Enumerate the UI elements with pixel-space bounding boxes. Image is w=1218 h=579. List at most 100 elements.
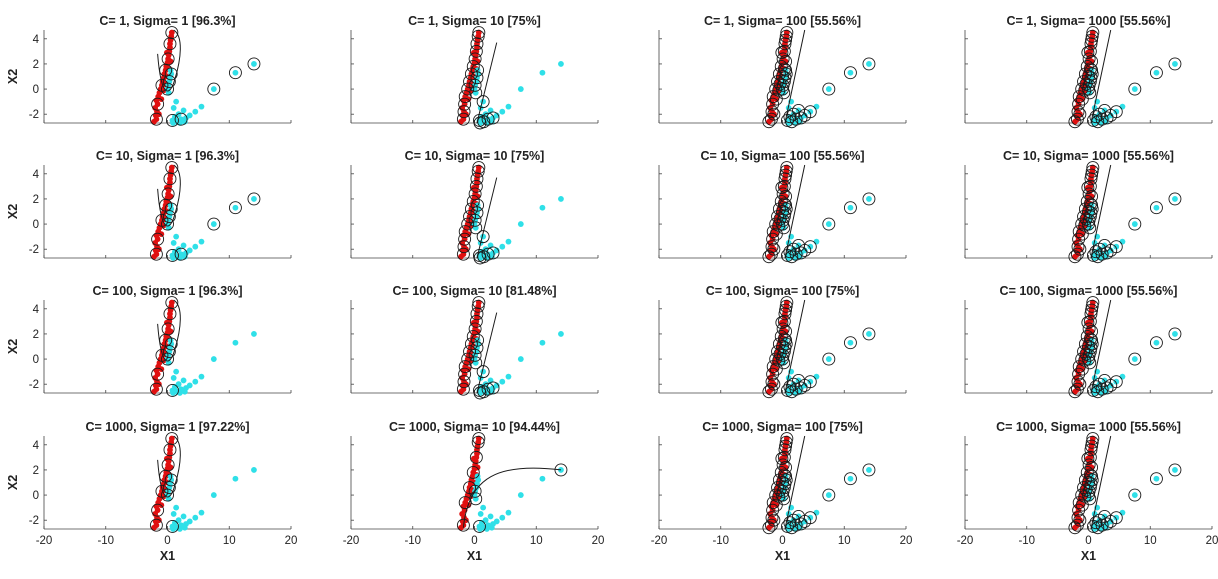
- subplot-panel: C= 100, Sigma= 1000 [55.56%]: [964, 284, 1213, 399]
- support-vector-ring: [843, 201, 857, 215]
- support-vector-ring: [149, 112, 163, 126]
- support-vector-ring: [794, 381, 808, 395]
- support-vector-ring: [794, 111, 808, 125]
- data-point-class-neg: [866, 61, 872, 67]
- support-vector-ring: [779, 202, 793, 216]
- support-vector-ring: [774, 59, 788, 73]
- data-point-class-neg: [186, 247, 193, 254]
- data-point-class-neg: [477, 526, 483, 532]
- data-point-class-neg: [232, 475, 239, 482]
- data-point-class-neg: [539, 339, 546, 346]
- support-vector-ring: [472, 432, 486, 445]
- support-vector-ring: [473, 386, 487, 400]
- data-point-class-neg: [1172, 61, 1178, 67]
- support-vector-ring: [779, 168, 793, 182]
- support-vector-ring: [476, 365, 490, 379]
- support-vector-ring: [803, 240, 817, 254]
- data-point-class-neg: [1131, 86, 1138, 92]
- data-point-class-neg: [173, 504, 180, 511]
- support-vector-ring: [1168, 192, 1182, 206]
- support-vector-ring: [554, 463, 568, 477]
- support-vector-ring: [1080, 329, 1094, 343]
- support-vector-ring: [1100, 246, 1114, 260]
- y-tick-label: 0: [33, 354, 39, 366]
- data-point-class-neg: [847, 339, 854, 346]
- subplot-panel: C= 1, Sigma= 1000 [55.56%]: [964, 14, 1213, 129]
- support-vector-ring: [165, 161, 179, 174]
- decision-boundary: [476, 177, 498, 259]
- support-vector-ring: [794, 246, 808, 260]
- x-tick-label: -20: [343, 535, 360, 547]
- y-tick-label: 2: [33, 329, 39, 341]
- support-vector-ring: [1149, 472, 1163, 486]
- y-tick-label: 4: [33, 440, 40, 452]
- support-vector-ring: [1081, 181, 1095, 195]
- data-point-class-pos: [168, 435, 175, 442]
- support-vector-ring: [777, 345, 791, 358]
- support-vector-ring: [1085, 439, 1099, 453]
- support-vector-ring: [767, 377, 781, 391]
- support-vector-ring: [1082, 70, 1095, 83]
- support-vector-ring: [777, 75, 791, 88]
- support-vector-ring: [165, 249, 179, 262]
- support-vector-ring: [1095, 247, 1109, 261]
- data-point-class-neg: [493, 382, 500, 389]
- data-point-class-neg: [181, 388, 188, 395]
- support-vector-ring: [1085, 333, 1099, 347]
- support-vector-ring: [762, 115, 776, 129]
- support-vector-ring: [457, 240, 471, 254]
- support-vector-ring: [472, 296, 486, 309]
- support-vector-ring: [779, 29, 793, 43]
- data-point-class-neg: [499, 108, 506, 115]
- decision-boundary: [1090, 164, 1112, 259]
- support-vector-ring: [1073, 242, 1087, 256]
- data-point-class-neg: [232, 204, 239, 211]
- support-vector-ring: [777, 332, 791, 346]
- data-point-class-neg: [1113, 514, 1120, 521]
- support-vector-ring: [777, 44, 791, 58]
- subplot-panel: C= 100, Sigma= 1 [96.3%] -2 0 2 4 X2: [6, 284, 292, 397]
- support-vector-ring: [469, 221, 483, 235]
- x-tick-label: 0: [471, 535, 477, 547]
- data-point-class-neg: [488, 524, 495, 531]
- x-tick-label: 10: [223, 535, 236, 547]
- data-point-class-neg: [210, 356, 217, 362]
- data-point-class-neg: [847, 204, 854, 211]
- support-vector-ring: [776, 476, 789, 489]
- support-vector-ring: [151, 232, 165, 246]
- data-point-class-neg: [517, 221, 524, 227]
- support-vector-ring: [165, 520, 179, 533]
- support-vector-ring: [1083, 314, 1097, 328]
- support-vector-ring: [1085, 67, 1099, 81]
- support-vector-ring: [779, 189, 793, 203]
- data-point-class-neg: [210, 86, 217, 92]
- subplot-panel: C= 1, Sigma= 100 [55.56%]: [658, 14, 907, 129]
- data-point-class-neg: [813, 509, 820, 516]
- support-vector-ring: [779, 67, 793, 81]
- support-vector-ring: [767, 107, 781, 121]
- data-point-class-neg: [499, 378, 506, 385]
- support-vector-ring: [1080, 59, 1094, 73]
- data-point-class-neg: [186, 518, 193, 525]
- support-vector-ring: [1073, 513, 1087, 527]
- support-vector-ring: [765, 375, 779, 389]
- support-vector-ring: [456, 112, 470, 126]
- subplot-title: C= 1000, Sigma= 1000 [55.56%]: [996, 420, 1181, 434]
- subplot-panel: C= 10, Sigma= 100 [55.56%]: [658, 149, 907, 264]
- support-vector-ring: [468, 213, 482, 227]
- support-vector-ring: [161, 458, 175, 472]
- support-vector-ring: [486, 246, 500, 260]
- support-vector-ring: [783, 516, 797, 530]
- decision-boundary: [1090, 435, 1112, 530]
- support-vector-ring: [469, 86, 483, 100]
- support-vector-ring: [1083, 345, 1097, 358]
- support-vector-ring: [471, 435, 485, 449]
- x-tick-label: -10: [97, 535, 114, 547]
- decision-boundary: [784, 164, 806, 259]
- data-point-class-neg: [825, 492, 832, 498]
- support-vector-ring: [1072, 97, 1086, 111]
- support-vector-ring: [164, 473, 178, 487]
- data-point-class-neg: [210, 221, 217, 227]
- data-point-class-neg: [813, 103, 820, 110]
